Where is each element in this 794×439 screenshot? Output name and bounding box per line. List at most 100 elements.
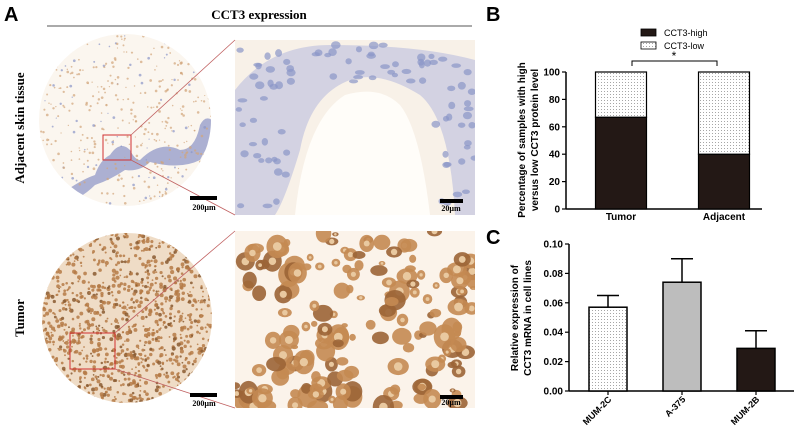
y-tick-label: 0.06 — [544, 298, 564, 309]
nucleus — [464, 140, 472, 147]
tissue-cell — [181, 312, 184, 315]
tissue-speck — [40, 130, 43, 133]
tissue-cell — [78, 324, 81, 327]
tissue-cell — [142, 238, 146, 241]
tissue-cell — [173, 375, 176, 378]
tissue-speck — [83, 163, 85, 165]
tissue-cell — [147, 228, 151, 232]
tissue-cell — [192, 251, 196, 255]
tissue-speck — [208, 56, 211, 59]
scale-label: 200µm — [192, 203, 216, 212]
tissue-cell — [112, 229, 115, 232]
tissue-cell — [76, 341, 80, 345]
tissue-cell — [164, 296, 169, 301]
tissue-cell — [117, 290, 121, 295]
tissue-cell — [49, 366, 52, 369]
tissue-speck — [200, 34, 204, 36]
tissue-speck — [107, 80, 109, 82]
tissue-cell — [198, 237, 203, 242]
tissue-cell — [116, 352, 120, 356]
x-tick-label: Tumor — [606, 212, 636, 223]
tissue-cell — [180, 297, 185, 302]
zoom-line — [130, 39, 236, 136]
tissue-speck — [118, 206, 120, 208]
tissue-cell — [93, 310, 98, 315]
tissue-speck — [136, 158, 139, 162]
tissue-cell — [57, 245, 61, 248]
tissue-cell — [37, 371, 39, 373]
tissue-cell — [92, 250, 96, 253]
tissue-cell — [42, 329, 45, 333]
tissue-cell — [170, 395, 174, 400]
tissue-cell — [97, 284, 102, 288]
tissue-speck — [95, 164, 98, 167]
tissue-cell — [208, 323, 212, 328]
tissue-cell — [132, 350, 136, 354]
tissue-speck — [116, 35, 119, 38]
tissue-speck — [197, 96, 200, 99]
nucleus — [248, 141, 258, 147]
tissue-cell — [119, 274, 122, 277]
tissue-cell — [67, 357, 70, 360]
nucleus — [275, 49, 283, 57]
tissue-speck — [123, 39, 125, 41]
cell-nucleus — [428, 395, 436, 403]
nucleus — [464, 100, 472, 107]
tissue-cell — [211, 376, 212, 379]
tissue-speck — [60, 202, 62, 205]
tissue-cell — [189, 291, 191, 293]
tissue-cell — [51, 394, 54, 398]
tissue-cell — [159, 284, 164, 289]
tissue-cell — [49, 386, 52, 389]
tissue-cell — [53, 247, 57, 251]
tissue-cell — [104, 251, 107, 254]
tissue-cell — [125, 275, 129, 279]
tissue-speck — [59, 102, 62, 105]
tumor-cell — [333, 282, 351, 299]
tissue-speck — [70, 159, 73, 161]
tissue-cell — [104, 319, 108, 323]
tissue-cell — [94, 399, 98, 402]
tissue-cell — [37, 289, 40, 292]
tissue-cell — [45, 331, 50, 336]
tissue-cell — [187, 313, 190, 317]
tissue-speck — [147, 131, 150, 134]
tissue-cell — [149, 286, 152, 290]
tissue-speck — [173, 78, 176, 82]
cell-nucleus — [452, 265, 461, 274]
tissue-cell — [215, 365, 218, 368]
tissue-cell — [73, 350, 77, 354]
tissue-cell — [48, 270, 52, 274]
tissue-speck — [183, 34, 187, 36]
tissue-cell — [38, 391, 41, 394]
tissue-cell — [182, 364, 187, 369]
tissue-speck — [200, 99, 203, 102]
tissue-speck — [126, 77, 129, 80]
tissue-cell — [127, 285, 131, 289]
tissue-cell — [48, 249, 53, 254]
tissue-cell — [51, 377, 54, 380]
tissue-speck — [185, 149, 187, 151]
tissue-cell — [53, 254, 56, 257]
tissue-cell — [152, 402, 156, 403]
tissue-speck — [114, 94, 118, 97]
tissue-cell — [179, 333, 182, 336]
tissue-speck — [60, 69, 63, 72]
nucleus — [348, 79, 359, 84]
tissue-speck — [43, 108, 46, 111]
tissue-cell — [79, 291, 83, 295]
tissue-speck — [144, 196, 148, 200]
tissue-cell — [132, 309, 136, 313]
tissue-cell — [70, 250, 74, 254]
tissue-cell — [126, 304, 129, 306]
cell-nucleus — [468, 267, 475, 275]
tissue-cell — [141, 348, 145, 352]
tissue-cell — [121, 331, 125, 334]
nucleus — [277, 129, 286, 135]
tissue-speck — [78, 183, 82, 186]
tissue-cell — [64, 308, 68, 311]
tissue-cell — [87, 391, 90, 394]
tissue-cell — [115, 233, 119, 237]
tissue-cell — [125, 234, 129, 239]
